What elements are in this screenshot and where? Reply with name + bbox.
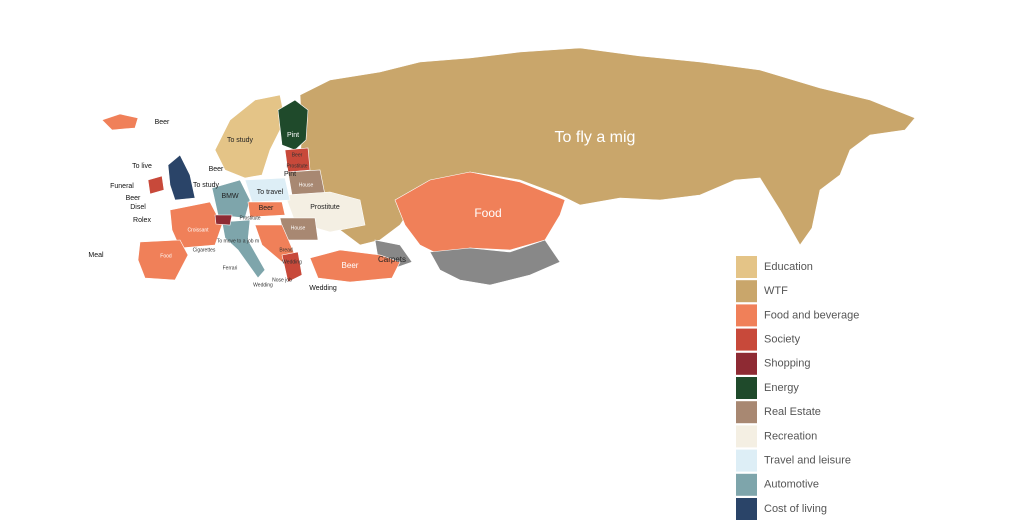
spain <box>137 239 189 281</box>
label: BMW <box>221 193 239 200</box>
legend-swatch <box>736 473 757 496</box>
label: Wedding <box>309 285 337 292</box>
label: To fly a mig <box>555 129 636 146</box>
switzerland <box>214 214 233 226</box>
legend-label: Shopping <box>764 358 811 370</box>
iceland <box>101 113 139 131</box>
legend: Education WTF Food and beverage Society Shop… <box>736 256 859 520</box>
legend-label: Recreation <box>764 430 817 442</box>
label: Prostitute <box>310 204 340 211</box>
czech <box>247 201 286 218</box>
poland <box>244 177 291 203</box>
legend-swatch <box>736 377 757 399</box>
label: Food <box>160 253 172 259</box>
legend-label: Education <box>764 261 813 273</box>
label: Beer <box>292 152 303 158</box>
label: Beer <box>342 261 359 270</box>
label: Beer <box>259 205 274 212</box>
legend-swatch <box>736 401 757 424</box>
label: Pint <box>287 132 299 139</box>
legend-label: Society <box>764 334 801 346</box>
label: Wedding <box>282 259 302 265</box>
uk <box>167 154 196 201</box>
label: Wedding <box>253 282 273 288</box>
italy <box>221 219 266 279</box>
legend-label: WTF <box>764 285 788 297</box>
label: Ferrari <box>223 265 238 271</box>
france <box>169 201 223 249</box>
label: Beer <box>126 195 141 202</box>
legend-label: Real Estate <box>764 406 821 418</box>
countries <box>101 47 916 286</box>
legend-swatch <box>736 449 757 472</box>
greece <box>281 251 303 283</box>
label: Carpets <box>378 255 406 264</box>
finland <box>277 99 309 151</box>
legend-swatch <box>736 256 757 278</box>
label: To study <box>227 137 254 144</box>
label: House <box>291 225 306 231</box>
label: Nose job <box>272 277 292 283</box>
russia <box>299 47 916 246</box>
legend-label: Energy <box>764 382 799 394</box>
label: Cigarettes <box>193 247 216 253</box>
labels: To fly a mig Food Beer Carpets Beer To s… <box>88 119 635 292</box>
legend-swatch <box>736 328 757 351</box>
legend-swatch <box>736 352 757 375</box>
label: Rolex <box>133 217 151 224</box>
label: To travel <box>257 189 284 196</box>
germany <box>211 179 251 219</box>
scandinavia <box>214 94 286 179</box>
label: To study <box>193 182 220 189</box>
label: To live <box>132 163 152 170</box>
label: Pint <box>284 171 296 178</box>
legend-swatch <box>736 498 757 520</box>
legend-label: Automotive <box>764 479 819 491</box>
label: Prostitute <box>239 215 260 221</box>
label: Prostitute <box>286 163 307 169</box>
label: Croissant <box>187 227 209 233</box>
legend-label: Cost of living <box>764 503 827 515</box>
turkey <box>309 249 401 283</box>
ireland <box>147 175 165 195</box>
label: Beer <box>209 166 224 173</box>
label: Beer <box>155 119 170 126</box>
legend-swatch <box>736 280 757 303</box>
label: To move to a job m <box>217 238 259 244</box>
central-asia <box>429 239 561 286</box>
legend-swatch <box>736 425 757 448</box>
label: Meal <box>88 252 104 259</box>
legend-label: Food and beverage <box>764 309 859 321</box>
legend-swatch <box>736 304 757 327</box>
label: House <box>299 182 314 188</box>
label: Food <box>474 206 501 220</box>
legend-label: Travel and leisure <box>764 455 851 467</box>
label: Disel <box>130 204 146 211</box>
label: Funeral <box>110 183 134 190</box>
baltics <box>284 147 311 173</box>
label: Bread <box>279 247 293 253</box>
